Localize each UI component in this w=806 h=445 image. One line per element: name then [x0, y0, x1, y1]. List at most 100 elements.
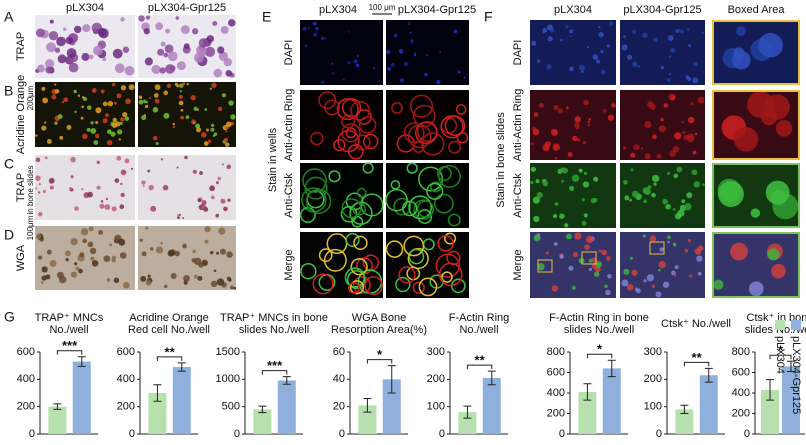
significance: **	[165, 344, 176, 359]
micrograph	[620, 163, 705, 228]
y-tick-label: 200	[117, 401, 135, 413]
cell	[455, 104, 467, 115]
cell	[630, 152, 636, 158]
cell	[391, 102, 403, 114]
cell	[565, 24, 569, 29]
cell	[176, 61, 186, 71]
cell	[151, 64, 161, 74]
cell	[444, 115, 466, 136]
y-tick-label: 200	[644, 373, 662, 385]
cell	[87, 241, 94, 248]
cell	[185, 115, 190, 120]
cell	[675, 29, 680, 33]
cell	[124, 65, 135, 76]
micrograph	[35, 15, 135, 78]
cell	[220, 248, 227, 255]
cell	[691, 169, 698, 176]
panel-label: D	[4, 227, 14, 243]
cell	[672, 145, 680, 153]
cell	[70, 175, 74, 179]
cell	[160, 241, 163, 245]
row-label: Anti-Actin Ring	[283, 89, 295, 162]
cell	[225, 121, 232, 128]
cell	[535, 179, 540, 184]
cell	[92, 45, 103, 56]
side-label: Stain in wells	[267, 127, 279, 192]
cell	[203, 141, 209, 146]
cell	[668, 55, 672, 59]
cell	[91, 260, 99, 267]
scale-bar-label: 100 μm	[369, 3, 396, 12]
cell	[412, 281, 425, 294]
y-tick-label: 0	[129, 428, 135, 440]
cell	[211, 123, 215, 127]
cell	[653, 37, 658, 43]
cell	[193, 52, 204, 63]
y-tick-label: 0	[744, 428, 750, 440]
cell	[87, 191, 93, 198]
cell	[331, 72, 334, 75]
cell	[438, 262, 463, 287]
cell	[408, 22, 411, 25]
cell	[54, 121, 58, 125]
cell	[549, 28, 555, 33]
micrograph	[386, 20, 469, 85]
cell	[172, 125, 176, 129]
cell	[673, 273, 677, 277]
row-label: Anti-Actin Ring	[512, 89, 524, 162]
cell	[57, 54, 67, 64]
micrograph	[138, 15, 236, 78]
cell	[144, 104, 149, 109]
cell	[82, 24, 91, 33]
cell	[195, 123, 201, 129]
cell	[210, 195, 215, 200]
cell	[184, 155, 188, 160]
cell	[196, 127, 202, 133]
cell	[152, 135, 158, 141]
cell	[141, 251, 147, 257]
chart-title: No./well	[49, 324, 88, 336]
cell	[156, 246, 164, 254]
error-bar	[463, 405, 472, 419]
cell	[65, 257, 69, 262]
cell	[54, 47, 61, 53]
cell	[552, 143, 560, 151]
error-bar	[177, 362, 186, 372]
cell	[416, 200, 435, 218]
micrograph	[138, 226, 236, 290]
cell	[356, 187, 367, 198]
tile-border	[712, 163, 800, 228]
cell	[36, 64, 45, 73]
cell	[172, 122, 175, 126]
cell	[148, 97, 151, 100]
cell	[117, 129, 123, 135]
cell	[182, 217, 185, 220]
cell	[644, 120, 652, 129]
cell	[123, 281, 130, 289]
cell	[532, 196, 540, 204]
cell	[112, 48, 123, 59]
cell	[226, 164, 232, 170]
cell	[640, 147, 644, 150]
cell	[647, 185, 652, 190]
cell	[110, 131, 116, 137]
chart-title: slides No./well	[239, 324, 309, 336]
cell	[407, 247, 429, 270]
cell	[183, 280, 188, 285]
bar	[782, 366, 800, 434]
micrograph-bg	[530, 90, 616, 160]
cell	[166, 83, 172, 89]
cell	[575, 125, 580, 130]
cell	[660, 66, 665, 70]
cell	[685, 75, 690, 79]
cell	[318, 248, 333, 263]
cell	[223, 57, 232, 67]
cell	[408, 248, 425, 265]
cell	[210, 280, 218, 287]
legend-swatch	[791, 320, 801, 330]
cell	[106, 278, 111, 282]
cell	[307, 27, 310, 30]
micrograph	[300, 90, 383, 160]
cell	[35, 28, 45, 38]
cell	[713, 279, 724, 290]
